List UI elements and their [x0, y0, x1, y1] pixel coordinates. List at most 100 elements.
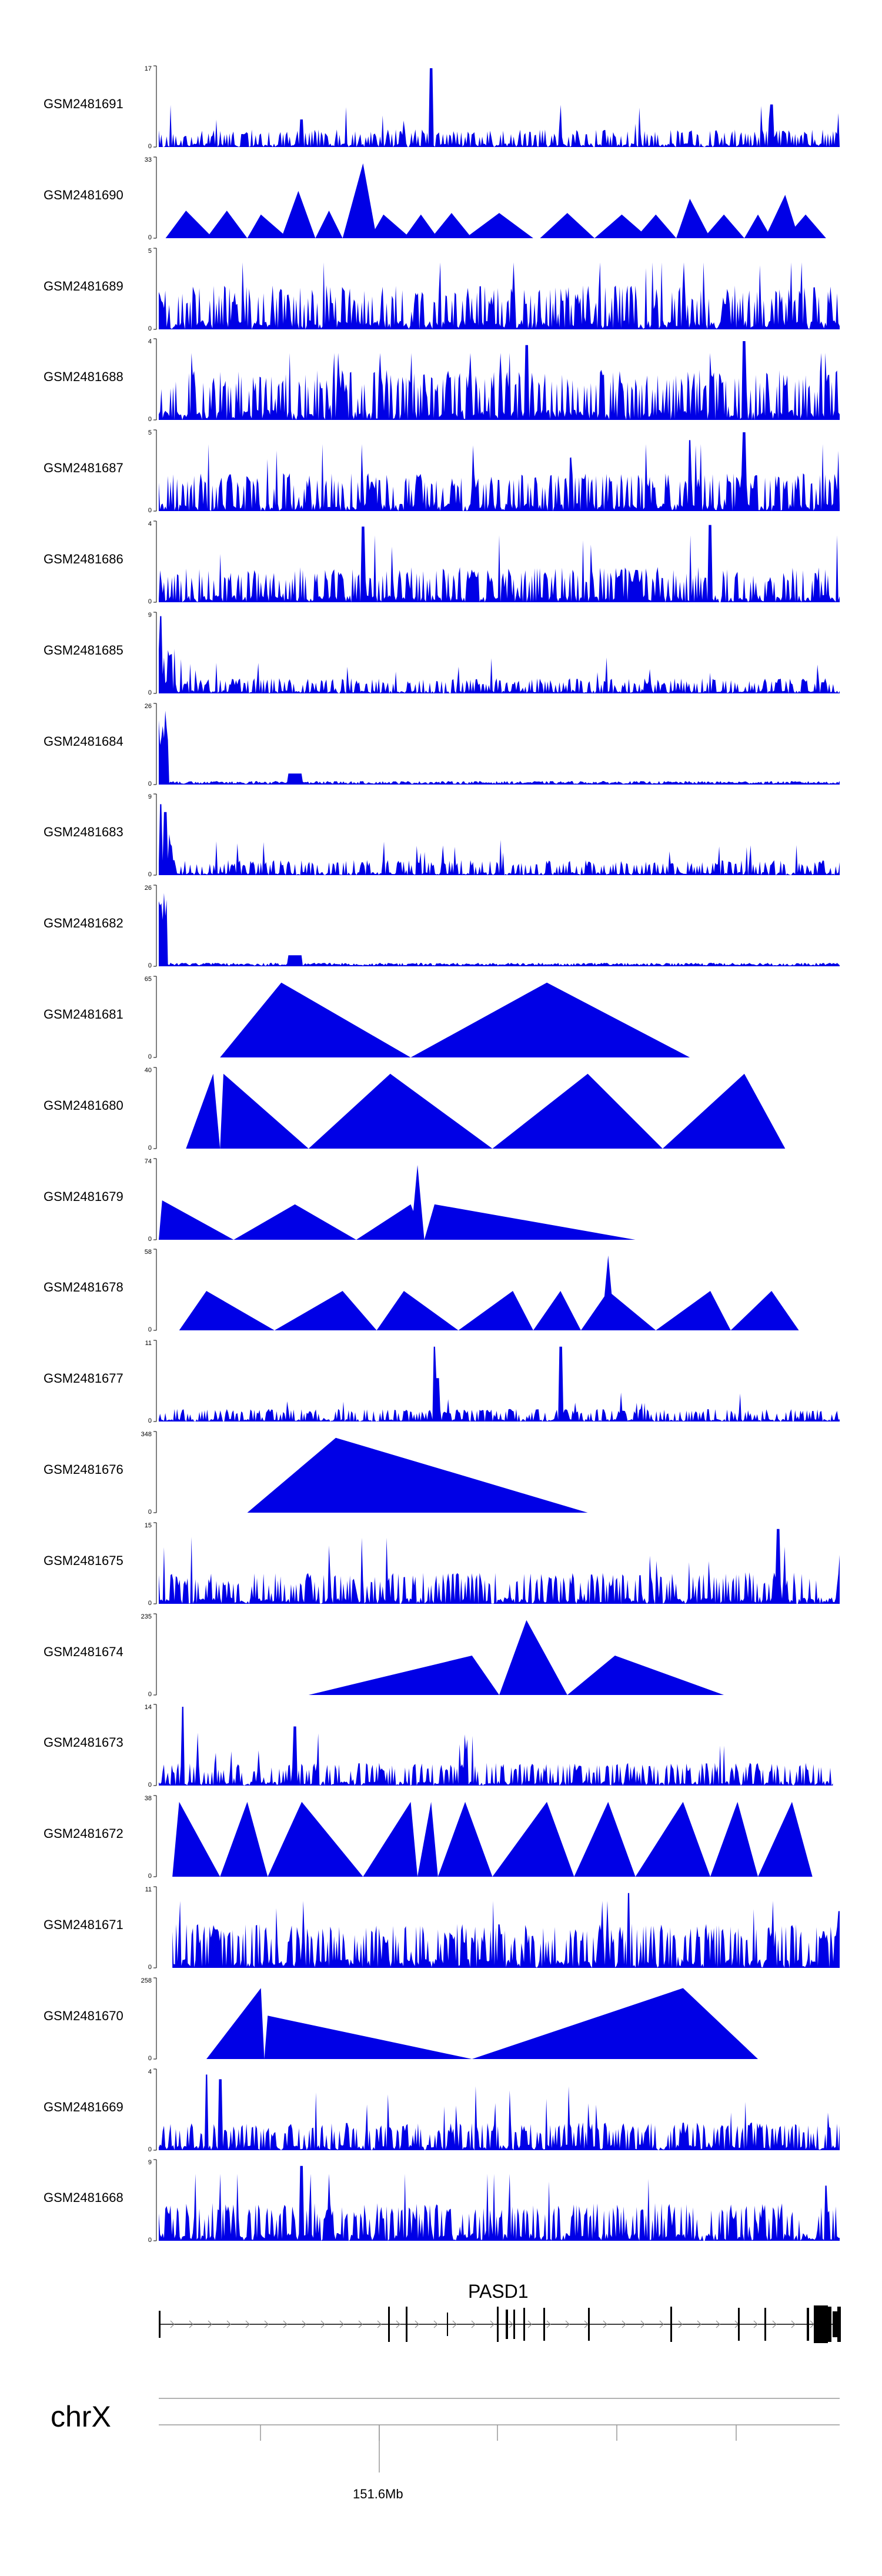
- signal-area: [159, 432, 840, 512]
- track-plot-GSM2481684: 26 0: [145, 703, 840, 788]
- strand-arrow: [697, 2320, 701, 2328]
- strand-arrow: [358, 2320, 363, 2328]
- exon: [523, 2308, 525, 2341]
- y-min-label: 0: [148, 1781, 152, 1788]
- signal-peak: [308, 1073, 493, 1149]
- track-label-GSM2481685: GSM2481685: [44, 642, 123, 658]
- track-plot-GSM2481682: 26 0: [145, 885, 840, 969]
- y-min-label: 0: [148, 2237, 152, 2244]
- strand-arrow: [433, 2320, 438, 2328]
- signal-peak: [594, 214, 649, 238]
- track-plot-GSM2481674: 235 0: [141, 1613, 724, 1698]
- track-label-GSM2481679: GSM2481679: [44, 1189, 123, 1204]
- y-max-label: 9: [148, 793, 152, 800]
- y-max-label: 40: [145, 1067, 152, 1074]
- signal-peak: [281, 191, 316, 238]
- strand-arrow: [509, 2320, 513, 2328]
- signal-area: [159, 893, 840, 967]
- track-plot-GSM2481687: 50: [148, 429, 840, 514]
- signal-peak: [403, 214, 438, 238]
- track-plot-GSM2481680: 40 0: [145, 1067, 786, 1152]
- signal-peak: [758, 1801, 813, 1877]
- exon: [406, 2307, 407, 2342]
- y-min-label: 0: [148, 2146, 152, 2153]
- track-plot-GSM2481671: 11 0: [145, 1886, 840, 1971]
- y-min-label: 0: [148, 1236, 152, 1243]
- strand-arrow: [772, 2320, 777, 2328]
- signal-peak: [458, 1291, 533, 1331]
- strand-arrow: [659, 2320, 664, 2328]
- y-min-label: 0: [148, 1600, 152, 1607]
- signal-area: [159, 2074, 840, 2150]
- signal-peak: [342, 163, 377, 238]
- signal-peak: [369, 214, 411, 238]
- track-plot-GSM2481683: 90: [148, 793, 840, 878]
- y-min-label: 0: [148, 143, 152, 150]
- signal-peak: [268, 1801, 363, 1877]
- y-max-label: 4: [148, 520, 152, 528]
- strand-arrow: [245, 2320, 250, 2328]
- exon: [588, 2308, 590, 2341]
- signal-peak: [785, 214, 826, 238]
- exon: [807, 2308, 809, 2341]
- y-min-label: 0: [148, 2055, 152, 2062]
- signal-peak: [308, 1655, 499, 1695]
- strand-arrow: [753, 2320, 758, 2328]
- signal-area: [159, 710, 840, 785]
- signal-peak: [656, 1291, 731, 1331]
- signal-area: [159, 525, 840, 602]
- chromosome-label: chrX: [51, 2400, 111, 2433]
- track-plot-GSM2481686: 40: [148, 520, 840, 605]
- exon: [388, 2307, 390, 2342]
- y-max-label: 258: [141, 1977, 152, 1984]
- track-plot-GSM2481675: 15 0: [145, 1522, 840, 1607]
- y-min-label: 0: [148, 234, 152, 241]
- y-max-label: 9: [148, 612, 152, 619]
- signal-peak: [635, 1801, 710, 1877]
- track-plot-GSM2481676: 348 0: [141, 1431, 588, 1516]
- y-max-label: 38: [145, 1795, 152, 1802]
- signal-peak: [424, 1204, 636, 1240]
- strand-arrow: [415, 2320, 419, 2328]
- y-min-label: 0: [148, 1964, 152, 1971]
- strand-arrow: [791, 2320, 796, 2328]
- y-max-label: 11: [145, 1340, 152, 1347]
- strand-arrow: [678, 2320, 683, 2328]
- y-max-label: 14: [145, 1704, 152, 1711]
- track-label-GSM2481687: GSM2481687: [44, 461, 123, 476]
- exon: [513, 2310, 515, 2339]
- y-min-label: 0: [148, 1053, 152, 1060]
- y-max-label: 15: [145, 1522, 152, 1529]
- track-label-GSM2481669: GSM2481669: [44, 2099, 123, 2114]
- exon: [833, 2311, 837, 2337]
- signal-peak: [730, 1291, 799, 1331]
- signal-peak: [179, 1291, 275, 1331]
- signal-peak: [159, 1212, 234, 1240]
- signal-area: [159, 1707, 833, 1786]
- track-plot-GSM2481688: 40: [148, 338, 840, 423]
- exon: [506, 2310, 508, 2339]
- signal-peak: [165, 210, 213, 238]
- track-label-GSM2481683: GSM2481683: [44, 825, 123, 840]
- y-max-label: 17: [145, 65, 152, 72]
- strand-arrow: [226, 2320, 231, 2328]
- y-min-label: 0: [148, 689, 152, 696]
- signal-peak: [410, 1164, 425, 1240]
- y-max-label: 33: [145, 156, 152, 163]
- track-plot-GSM2481689: 50: [148, 248, 840, 332]
- y-max-label: 26: [145, 885, 152, 892]
- signal-peak: [247, 1437, 588, 1513]
- track-label-GSM2481676: GSM2481676: [44, 1462, 123, 1477]
- signal-area: [159, 804, 840, 876]
- signal-area: [159, 2166, 840, 2241]
- strand-arrow: [603, 2320, 607, 2328]
- signal-peak: [220, 1073, 309, 1149]
- signal-peak: [676, 198, 710, 238]
- signal-peak: [574, 1801, 636, 1877]
- signal-peak: [233, 1204, 356, 1240]
- strand-arrow: [640, 2320, 645, 2328]
- signal-peak: [264, 2016, 472, 2059]
- y-min-label: 0: [148, 1691, 152, 1698]
- track-plot-GSM2481668: 90: [148, 2159, 840, 2244]
- signal-area: [159, 1346, 840, 1422]
